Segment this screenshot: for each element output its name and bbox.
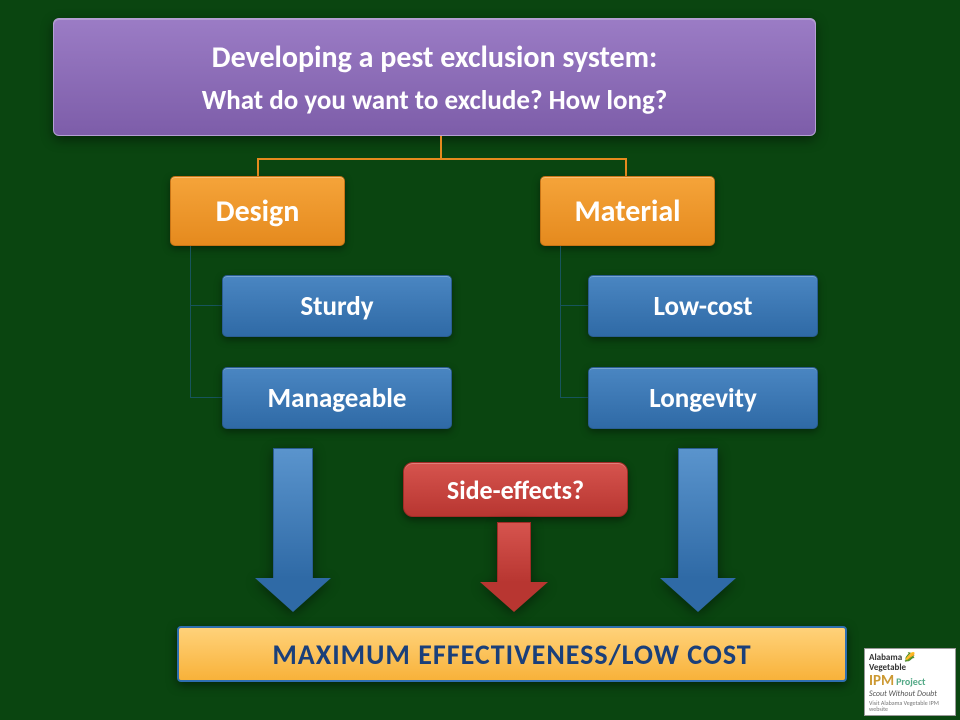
category-material: Material <box>540 176 715 246</box>
result-box: MAXIMUM EFFECTIVENESS/LOW COST <box>177 626 847 682</box>
connector-line <box>560 246 561 398</box>
result-label: MAXIMUM EFFECTIVENESS/LOW COST <box>272 637 751 672</box>
category-label: Material <box>574 193 680 230</box>
connector-line <box>440 136 442 160</box>
connector-line <box>560 305 588 306</box>
child-label: Sturdy <box>300 290 373 323</box>
side-effects-label: Side-effects? <box>447 474 584 506</box>
ipm-logo: Alabama 🌽 Vegetable IPM Project Scout Wi… <box>864 648 956 716</box>
down-arrow-icon <box>660 448 736 612</box>
child-sturdy: Sturdy <box>222 275 452 337</box>
child-label: Low-cost <box>654 290 753 323</box>
logo-tagline: Scout Without Doubt <box>869 690 951 699</box>
child-lowcost: Low-cost <box>588 275 818 337</box>
connector-line <box>257 158 259 178</box>
down-arrow-icon <box>480 522 548 612</box>
child-label: Manageable <box>268 382 407 415</box>
side-effects-box: Side-effects? <box>403 462 628 517</box>
header-subtitle: What do you want to exclude? How long? <box>70 84 799 117</box>
header-box: Developing a pest exclusion system: What… <box>53 18 816 136</box>
connector-line <box>190 397 222 398</box>
child-label: Longevity <box>649 382 757 415</box>
child-longevity: Longevity <box>588 367 818 429</box>
connector-line <box>625 158 627 178</box>
category-label: Design <box>216 193 300 230</box>
down-arrow-icon <box>255 448 331 612</box>
connector-line <box>257 158 627 160</box>
logo-project: Project <box>896 676 925 687</box>
category-design: Design <box>170 176 345 246</box>
connector-line <box>190 305 222 306</box>
child-manageable: Manageable <box>222 367 452 429</box>
logo-fine: Visit Alabama Vegetable IPM website <box>869 700 951 713</box>
logo-ipm: IPM <box>869 673 894 690</box>
header-title: Developing a pest exclusion system: <box>70 39 799 76</box>
connector-line <box>190 246 191 398</box>
connector-line <box>560 397 588 398</box>
